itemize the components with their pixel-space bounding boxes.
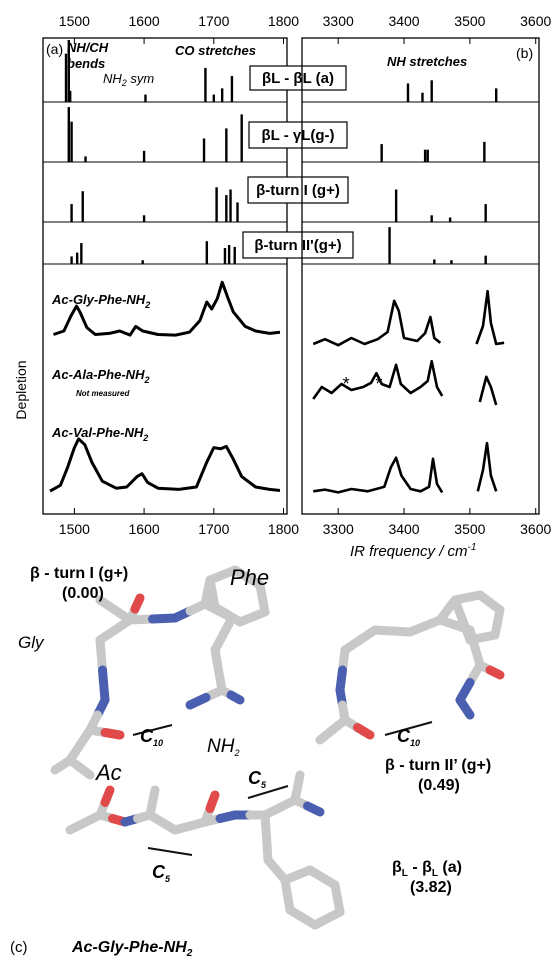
x-tick-label-bottom: 1700: [198, 521, 229, 537]
trace-label: Ac-Ala-Phe-NH2: [51, 367, 149, 385]
conformer-label: βL - γL(g-): [261, 127, 334, 144]
panel-c-label: (c): [10, 939, 28, 956]
y-axis-label: Depletion: [13, 360, 29, 419]
bond-stick: [226, 690, 245, 705]
panel-b-frame: [301, 37, 540, 515]
bond-stick: [280, 875, 292, 900]
bond-stick: [205, 575, 217, 598]
hydrogen-bond: [247, 785, 289, 799]
bond-stick: [148, 785, 160, 807]
bond-stick: [485, 665, 505, 680]
annotation-nhch: NH/CH: [67, 40, 109, 55]
trace-label: Ac-Gly-Phe-NH2: [51, 292, 150, 310]
x-tick-label-bottom: 1600: [129, 521, 160, 537]
x-tick-label-top: 1500: [59, 13, 90, 29]
structure-energy: (0.00): [62, 585, 104, 602]
panel-b-label: (b): [516, 45, 533, 61]
bond-stick: [205, 790, 220, 813]
spectrum-line: [312, 299, 442, 347]
hydrogen-bond: [147, 847, 193, 856]
hydrogen-bond: [384, 721, 433, 736]
conformer-label: βL - βL (a): [262, 70, 334, 87]
structure-title: β - turn II’ (g+): [385, 757, 491, 774]
x-tick-label-bottom: 3500: [454, 521, 485, 537]
c10-label: C10: [140, 726, 163, 748]
compound-label: Ac-Gly-Phe-NH2: [71, 939, 193, 959]
bond-stick: [460, 703, 475, 720]
structure-energy: (0.49): [418, 777, 460, 794]
x-tick-label-top: 1600: [129, 13, 160, 29]
bond-stick: [50, 760, 67, 775]
bond-stick: [293, 770, 305, 792]
x-tick-label-top: 1800: [268, 13, 299, 29]
conformer-label: β-turn I (g+): [256, 182, 340, 199]
spectrum-line: [475, 289, 505, 346]
x-tick-label-top: 3400: [388, 13, 419, 29]
residue-label: Phe: [230, 565, 269, 590]
bond-stick: [303, 801, 325, 817]
conformer-label-box: [242, 231, 354, 259]
conformer-label-box: [248, 121, 348, 149]
bond-stick: [353, 723, 375, 740]
x-axis-label: IR frequency / cm-1: [350, 542, 476, 560]
structure-energy: (3.82): [410, 879, 452, 896]
residue-label: Ac: [94, 760, 122, 785]
x-tick-label-top: 3500: [454, 13, 485, 29]
bond-stick: [130, 593, 145, 614]
bond-stick: [315, 725, 337, 745]
annotation-nh2sym: NH2 sym: [103, 71, 154, 88]
bond-stick: [100, 785, 115, 807]
annotation-co-stretches: CO stretches: [175, 43, 256, 58]
spectrum-line: [478, 375, 498, 406]
x-tick-label-top: 1700: [198, 13, 229, 29]
x-tick-label-bottom: 1500: [59, 521, 90, 537]
spectrum-line: [476, 441, 498, 492]
nh2-label: NH2: [207, 736, 239, 758]
molecules-layer: β - turn I (g+) (0.00) Gly Phe Ac C10 NH2 C10 β …: [10, 565, 505, 959]
c5-label: C5: [152, 862, 171, 884]
asterisk-annotation: *: [343, 374, 350, 394]
spectrum-line: [53, 280, 281, 337]
residue-label: Gly: [18, 633, 45, 652]
bond-stick: [100, 728, 125, 740]
asterisk-annotation: *: [376, 374, 383, 394]
structure-title: β - turn I (g+): [30, 565, 128, 582]
bond-stick: [75, 763, 95, 780]
trace-label: Ac-Val-Phe-NH2: [51, 425, 148, 443]
x-tick-label-bottom: 1800: [268, 521, 299, 537]
structure-title: βL - βL (a): [392, 859, 462, 879]
bond-stick: [95, 635, 107, 675]
spectrum-line: [49, 437, 281, 493]
panel-a-frame: [42, 37, 288, 515]
panel-b-plot: 3300 3300 3400 3400 3500 3500 3600 3600 * *: [301, 13, 551, 537]
x-tick-label-top: 3600: [520, 13, 551, 29]
not-measured-note: Not measured: [76, 389, 130, 398]
spectrum-line: [312, 359, 444, 400]
bond-stick: [95, 595, 120, 615]
conformer-label-box: [249, 65, 347, 91]
x-tick-label-bottom: 3400: [388, 521, 419, 537]
panel-a-label: (a): [46, 41, 63, 57]
annotation-nh-stretches: NH stretches: [387, 54, 467, 69]
x-tick-label-bottom: 3300: [323, 521, 354, 537]
hydrogen-bond: [132, 724, 173, 736]
conformer-label-box: [247, 176, 349, 204]
x-tick-label-top: 3300: [323, 13, 354, 29]
c10-label: C10: [397, 726, 420, 748]
conformer-label: β-turn II'(g+): [254, 237, 341, 254]
panel-a-plot: 1500 1500 1600 1600 1700 1700 1800 1800 βL - βL …: [42, 13, 354, 537]
spectrum-line: [313, 456, 444, 494]
c5-label: C5: [248, 768, 267, 790]
annotation-bends: bends: [67, 56, 105, 71]
x-tick-label-bottom: 3600: [520, 521, 551, 537]
bond-stick: [185, 693, 211, 710]
bond-stick: [98, 665, 110, 705]
bond-stick: [450, 595, 467, 625]
